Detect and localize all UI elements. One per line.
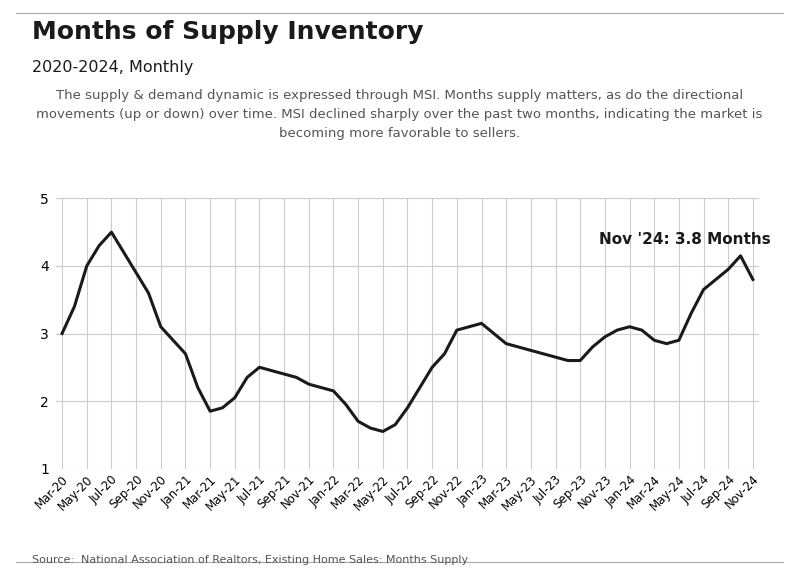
Text: Source:  National Association of Realtors, Existing Home Sales: Months Supply: Source: National Association of Realtors…	[32, 555, 468, 565]
Text: Months of Supply Inventory: Months of Supply Inventory	[32, 20, 423, 44]
Text: movements (up or down) over time. MSI declined sharply over the past two months,: movements (up or down) over time. MSI de…	[36, 108, 763, 121]
Text: 2020-2024, Monthly: 2020-2024, Monthly	[32, 60, 193, 75]
Text: The supply & demand dynamic is expressed through MSI. Months supply matters, as : The supply & demand dynamic is expressed…	[56, 89, 743, 102]
Text: becoming more favorable to sellers.: becoming more favorable to sellers.	[279, 127, 520, 140]
Text: Nov '24: 3.8 Months: Nov '24: 3.8 Months	[599, 232, 771, 247]
